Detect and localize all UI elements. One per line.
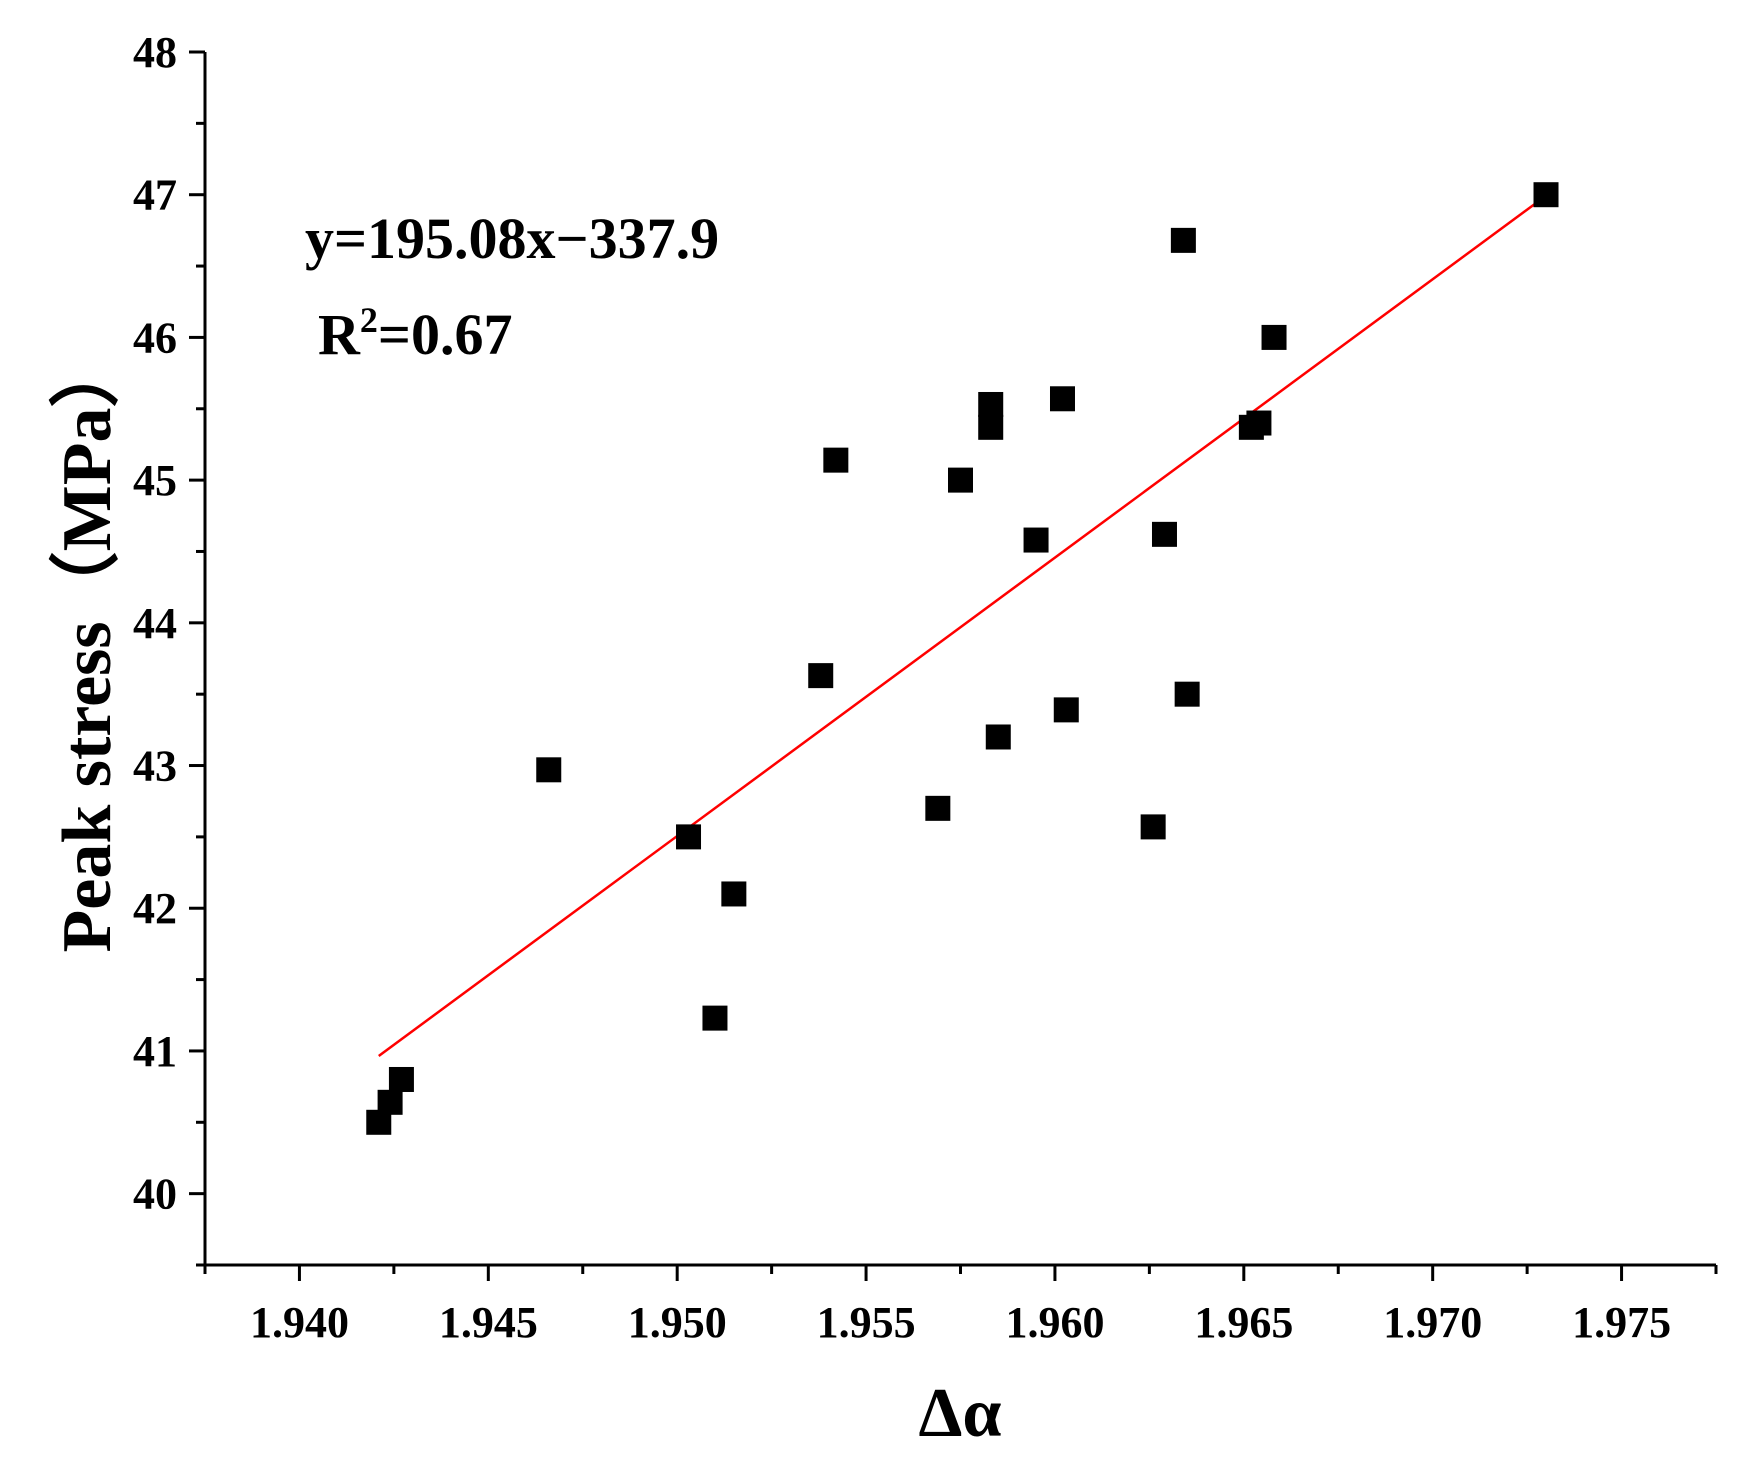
y-tick-label: 48 xyxy=(133,28,177,77)
regression-equation: y=195.08x−337.9 xyxy=(305,206,719,271)
r2-prefix: R xyxy=(318,302,361,367)
data-point xyxy=(1053,697,1079,723)
data-point xyxy=(676,824,702,850)
data-point xyxy=(925,795,951,821)
data-point xyxy=(1174,681,1200,707)
data-point xyxy=(1023,527,1049,553)
data-point xyxy=(388,1066,414,1092)
r2-superscript: 2 xyxy=(360,300,378,340)
data-point xyxy=(1049,386,1075,412)
data-point xyxy=(1261,324,1287,350)
axes xyxy=(189,50,1718,1281)
data-point xyxy=(948,467,973,493)
x-tick-label: 1.940 xyxy=(250,1298,349,1347)
data-point xyxy=(1170,227,1196,253)
y-tick-label: 46 xyxy=(133,313,177,362)
r2-value: =0.67 xyxy=(378,302,513,367)
data-point xyxy=(978,391,1004,417)
data-point xyxy=(721,881,747,907)
data-point xyxy=(1533,182,1559,208)
y-tick-label: 42 xyxy=(133,884,177,933)
data-point xyxy=(808,663,834,689)
y-tick-label: 47 xyxy=(133,171,177,220)
tick-labels: 1.940 1.945 1.950 1.955 1.960 1.965 1.970 1.975… xyxy=(133,28,1671,1347)
x-tick-label: 1.945 xyxy=(439,1298,538,1347)
r-squared-annotation: R2=0.67 xyxy=(318,300,512,367)
y-tick-label: 41 xyxy=(133,1027,177,1076)
data-point xyxy=(1151,521,1177,547)
data-points xyxy=(366,182,1559,1135)
x-tick-label: 1.965 xyxy=(1194,1298,1293,1347)
data-point xyxy=(1246,410,1272,436)
data-point xyxy=(978,414,1004,440)
data-point xyxy=(823,447,849,473)
x-tick-label: 1.975 xyxy=(1572,1298,1671,1347)
data-point xyxy=(1140,814,1166,840)
data-point xyxy=(536,757,562,783)
y-tick-label: 40 xyxy=(133,1170,177,1219)
fit-line xyxy=(378,194,1547,1057)
x-tick-label: 1.955 xyxy=(817,1298,916,1347)
x-tick-label: 1.970 xyxy=(1383,1298,1482,1347)
y-tick-label: 44 xyxy=(133,599,177,648)
y-tick-label: 45 xyxy=(133,456,177,505)
data-point xyxy=(702,1005,728,1031)
x-tick-label: 1.950 xyxy=(628,1298,727,1347)
y-axis-title: Peak stress（MPa） xyxy=(48,338,126,953)
fit-line-layer xyxy=(378,194,1547,1057)
data-point xyxy=(985,724,1011,750)
y-tick-label: 43 xyxy=(133,742,177,791)
x-tick-label: 1.960 xyxy=(1005,1298,1104,1347)
data-point xyxy=(377,1089,403,1115)
x-axis-title: Δα xyxy=(919,1375,1002,1452)
